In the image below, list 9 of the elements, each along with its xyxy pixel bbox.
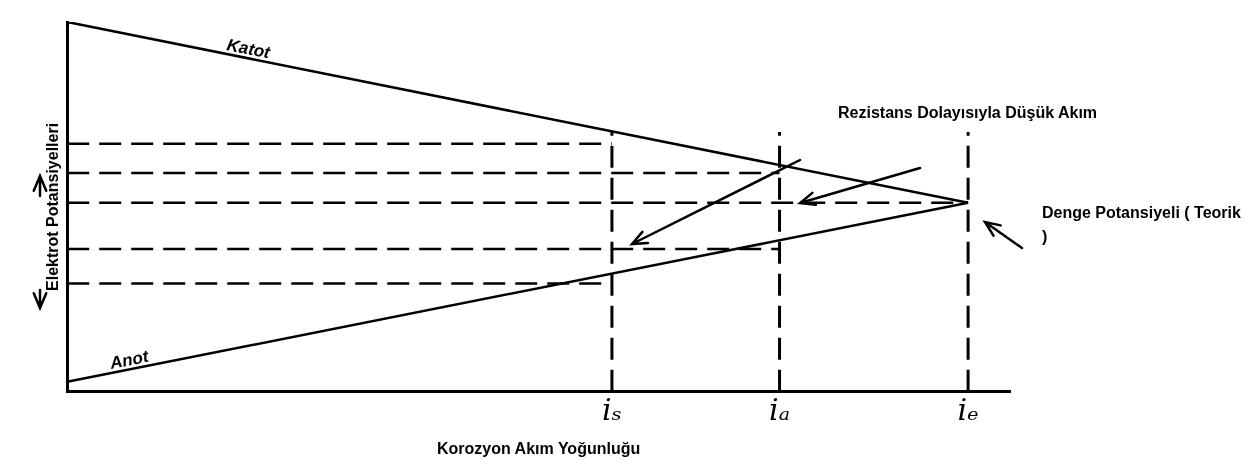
- x-axis-title: Korozyon Akım Yoğunluğu: [436, 439, 641, 457]
- annotation: Rezistans Dolayısıyla Düşük Akım: [838, 104, 1098, 121]
- text: Katot: [225, 35, 273, 63]
- x-tick-label: iₐ: [769, 391, 790, 427]
- y-axis-title: Elektrot Potansiyelleri: [44, 122, 62, 291]
- text: Denge Potansiyeli ( Teorik ): [1042, 204, 1241, 245]
- x-tick-label: iₛ: [602, 391, 622, 427]
- text: Anot: [107, 346, 152, 374]
- x-tick-label: iₑ: [957, 391, 979, 427]
